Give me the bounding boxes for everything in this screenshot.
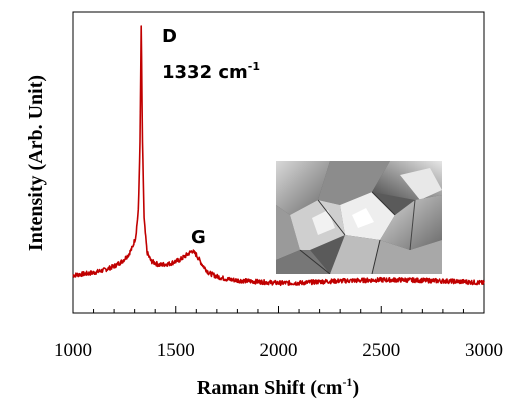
peak-d-value-sup: -1	[248, 60, 260, 73]
x-axis-title-sup: -1	[342, 375, 352, 389]
x-tick-label: 1500	[157, 340, 195, 361]
x-tick-label: 2000	[260, 340, 298, 361]
x-tick-label: 1000	[54, 340, 92, 361]
x-tick-label: 2500	[362, 340, 400, 361]
raman-spectrum-line	[72, 25, 485, 287]
peak-d-value-text: 1332 cm	[162, 62, 248, 83]
x-axis-ticks	[72, 306, 485, 313]
peak-d-label: D	[162, 26, 177, 47]
peak-g-label: G	[191, 227, 206, 248]
x-axis-tick-labels: 1000 1500 2000 2500 3000	[54, 340, 503, 361]
y-axis-title: Intensity (Arb. Unit)	[25, 75, 47, 251]
x-axis-title: Raman Shift (cm-1)	[197, 375, 359, 399]
peak-d-value: 1332 cm-1	[162, 60, 260, 83]
sem-inset-image	[276, 161, 442, 274]
x-axis-title-main: Raman Shift (cm	[197, 377, 343, 399]
x-axis-title-end: )	[352, 377, 359, 399]
x-tick-label: 3000	[465, 340, 503, 361]
